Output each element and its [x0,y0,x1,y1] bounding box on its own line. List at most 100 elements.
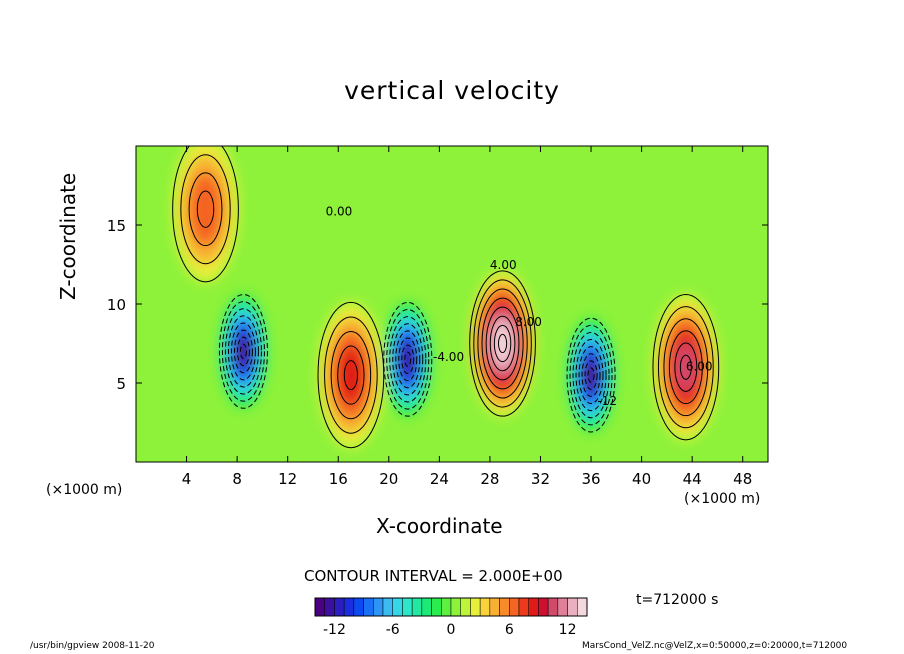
field-background [136,146,768,462]
feature-0-fill-7 [498,334,507,353]
x-tick-label-4: 20 [379,470,398,488]
feature-6-fill-3 [576,339,607,411]
feature-2-fill-3 [337,346,365,405]
colorbar-swatch-10 [411,597,423,617]
colorbar-swatch-19 [499,597,510,617]
colorbar-swatch-4 [353,597,364,617]
chart-title: vertical velocity [344,76,560,105]
colorbar-tick-label-1: -6 [386,622,400,638]
feature-5-fill-3 [392,323,423,395]
feature-1-contour-5 [679,354,692,380]
feature-4-contour-7 [239,343,247,360]
feature-4-fill-6 [237,337,250,366]
colorbar-tick-label-3: 6 [505,622,514,638]
feature-4-contour-6 [236,336,250,367]
feature-4-fill-7 [240,344,247,359]
feature-4-contour-3 [227,315,259,388]
feature-6-fill-4 [579,346,604,404]
feature-5-fill-1 [386,309,429,410]
colorbar-frame [314,597,588,617]
colorbar-swatch-21 [518,597,529,617]
x-tick-label-2: 12 [278,470,297,488]
feature-5-fill-2 [389,316,426,402]
feature-4-contour-4 [230,322,256,381]
feature-4-contour-5 [233,329,253,374]
feature-6-fill-5 [582,353,601,397]
contour-annotation-3: -12 [597,394,617,408]
colorbar-swatch-27 [577,597,588,617]
feature-5-contour-3 [392,323,424,396]
feature-0-contour-5 [489,315,516,372]
feature-1-fill-3 [669,330,703,404]
feature-6-contour-6 [584,360,598,390]
feature-0-fill-6 [494,325,511,362]
feature-5-fill-6 [401,345,414,374]
feature-1-contour-4 [674,342,698,392]
feature-6-contour-3 [575,339,607,412]
x-tick-label-9: 40 [632,470,651,488]
contour-annotation-4: 8.00 [515,315,542,329]
time-label: t=712000 s [636,592,719,608]
x-unit-label-left: (×1000 m) [46,482,123,498]
feature-0-fill-5 [490,316,515,371]
x-tick-label-5: 24 [430,470,449,488]
feature-2-fill-4 [344,360,358,390]
colorbar-swatch-20 [509,597,520,617]
colorbar-swatch-23 [538,597,549,617]
feature-5-contour-4 [395,330,421,389]
feature-2-contour-4 [343,360,358,391]
feature-1-contour-3 [668,330,703,405]
feature-6-contour-4 [578,346,604,405]
colorbar-swatch-9 [402,597,413,617]
feature-2-fill-2 [331,331,371,419]
x-unit-label-right: (×1000 m) [684,491,761,507]
feature-3-contour-2 [188,172,223,247]
feature-0-fill-3 [482,298,524,389]
feature-6-fill-0 [567,318,616,432]
feature-3-fill-0 [172,146,239,282]
y-tick-label-2: 15 [107,217,126,235]
contour-annotation-5: 6.00 [686,359,713,373]
feature-5-fill-0 [383,302,432,417]
feature-6-fill-1 [570,325,613,425]
feature-6-fill-7 [588,367,595,383]
colorbar-swatch-7 [382,597,393,617]
colorbar-swatch-22 [528,597,539,617]
x-tick-label-1: 8 [232,470,242,488]
feature-0-fill-0 [469,270,536,417]
colorbar-tick-label-2: 0 [447,622,456,638]
feature-0-fill-2 [477,288,528,399]
feature-0-contour-3 [481,297,524,390]
feature-4-contour-0 [218,294,268,409]
plot-frame [135,145,769,463]
feature-6-contour-7 [587,367,595,383]
feature-3-contour-1 [180,154,231,265]
feature-3-contour-0 [172,146,239,283]
feature-6-contour-0 [566,317,616,433]
feature-1-contour-0 [652,294,720,441]
colorbar-swatch-25 [557,597,568,617]
feature-2-contour-0 [317,301,385,449]
feature-4-fill-2 [225,308,262,395]
feature-5-fill-7 [404,352,411,367]
feature-6-contour-5 [581,353,601,397]
feature-5-contour-1 [386,309,430,410]
feature-1-fill-1 [658,306,714,428]
colorbar-swatch-17 [479,597,491,617]
x-tick-label-11: 48 [733,470,752,488]
footer-right: MarsCond_VelZ.nc@VelZ,x=0:50000,z=0:2000… [582,641,848,651]
feature-4-contour-1 [221,301,265,402]
feature-5-contour-0 [383,301,433,417]
feature-4-fill-3 [228,315,259,387]
y-tick-label-1: 10 [107,296,126,314]
feature-4-fill-1 [222,301,265,402]
contour-annotation-1: 4.00 [490,258,517,272]
colorbar-swatch-12 [431,597,442,617]
colorbar-swatch-6 [373,597,384,617]
feature-3-contour-3 [196,190,215,228]
feature-1-fill-5 [680,355,692,380]
colorbar-swatch-8 [392,597,403,617]
colorbar-tick-label-0: -12 [323,622,346,638]
contour-annotation-2: -4.00 [433,350,464,364]
